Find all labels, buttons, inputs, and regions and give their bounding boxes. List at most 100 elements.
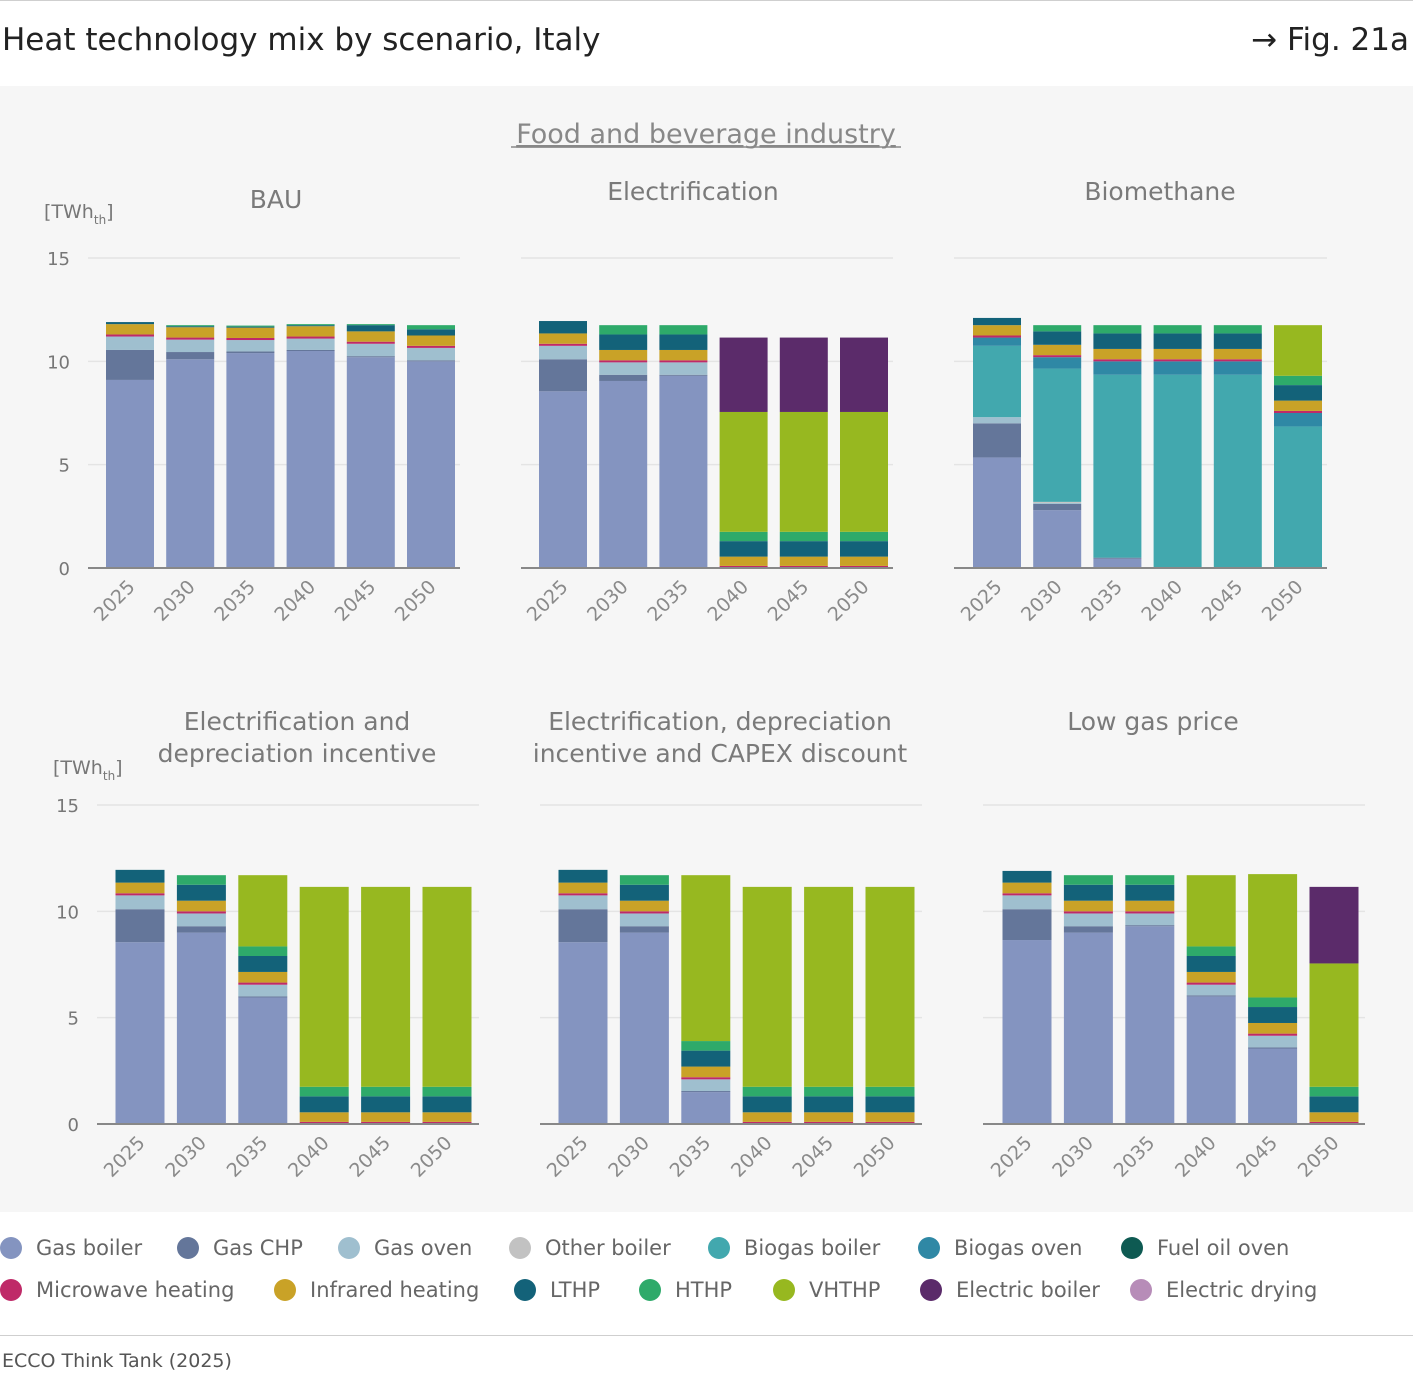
- bar-segment: [1033, 325, 1082, 332]
- bar-segment: [1248, 1035, 1298, 1048]
- bar-segment: [840, 541, 888, 557]
- bar-segment: [176, 900, 226, 912]
- x-tick-label: 2050: [850, 1132, 900, 1182]
- x-tick-label: 2045: [331, 576, 381, 626]
- bar-segment: [115, 893, 165, 896]
- chart-title: Electrification and: [184, 707, 411, 736]
- x-tick-label: 2025: [957, 576, 1007, 626]
- bar-segment: [115, 882, 165, 894]
- x-tick-label: 2045: [764, 576, 814, 626]
- legend-label: Biogas oven: [954, 1236, 1083, 1260]
- bar-segment: [681, 1050, 731, 1067]
- bar-segment: [779, 565, 828, 568]
- figure-link[interactable]: → Fig. 21a: [1251, 22, 1409, 58]
- bar-segment: [1274, 400, 1322, 411]
- bar-segment: [1033, 510, 1082, 568]
- bar-segment: [973, 337, 1021, 346]
- x-tick-label: 2050: [1258, 576, 1308, 626]
- bar-segment: [1153, 325, 1202, 334]
- bar-segment: [1248, 1007, 1298, 1023]
- x-tick-label: 2050: [824, 576, 874, 626]
- bar-segment: [779, 556, 828, 566]
- bar-segment: [115, 895, 165, 910]
- bar-segment: [659, 374, 708, 376]
- bar-segment: [619, 875, 669, 885]
- bar-segment: [840, 531, 888, 542]
- bar-segment: [346, 343, 395, 357]
- bar-segment: [719, 337, 768, 412]
- bar-segment: [973, 423, 1021, 458]
- top-rule: [0, 0, 1413, 1]
- bar-segment: [599, 334, 648, 350]
- bar-segment: [1033, 368, 1082, 502]
- bar-segment: [226, 326, 275, 328]
- legend-item: HTHP: [639, 1278, 732, 1302]
- bar-segment: [238, 946, 288, 956]
- chart-title: depreciation incentive: [158, 739, 437, 768]
- bar-segment: [865, 1096, 915, 1113]
- bar-segment: [1186, 971, 1236, 983]
- x-tick-label: 2040: [1171, 1132, 1221, 1182]
- bar-segment: [599, 360, 648, 363]
- bar-segment: [1093, 333, 1142, 349]
- bar-segment: [226, 325, 275, 327]
- bar-segment: [1093, 558, 1142, 568]
- bar-segment: [1309, 1121, 1359, 1124]
- bar-segment: [1002, 893, 1052, 896]
- legend-swatch: [177, 1237, 199, 1259]
- bar-segment: [1274, 410, 1322, 413]
- bar-segment: [226, 351, 275, 354]
- bar-segment: [226, 353, 275, 568]
- bar-segment: [1186, 955, 1236, 972]
- bar-segment: [742, 1096, 792, 1113]
- bar-segment: [238, 955, 288, 972]
- bar-segment: [166, 325, 215, 327]
- bar-segment: [840, 556, 888, 566]
- bar-segment: [599, 380, 648, 568]
- legend-item: Microwave heating: [0, 1278, 234, 1302]
- bar-segment: [1063, 926, 1113, 933]
- x-tick-label: 2030: [161, 1132, 211, 1182]
- bar-segment: [106, 324, 154, 335]
- bar-segment: [865, 1112, 915, 1122]
- bar-segment: [176, 913, 226, 927]
- bar-segment: [681, 1092, 731, 1124]
- legend-label: Other boiler: [545, 1236, 671, 1260]
- x-tick-label: 2045: [788, 1132, 838, 1182]
- bar-segment: [1248, 874, 1298, 998]
- bar-segment: [539, 333, 587, 344]
- legend-swatch: [708, 1237, 730, 1259]
- legend-item: VHTHP: [773, 1278, 880, 1302]
- legend: Gas boiler Gas CHP Gas oven Other boiler Bio…: [0, 1236, 1413, 1326]
- bar-segment: [1248, 1047, 1298, 1049]
- bar-segment: [422, 1112, 472, 1122]
- bar-segment: [1274, 413, 1322, 427]
- legend-swatch: [773, 1279, 795, 1301]
- x-tick-label: 2035: [223, 1132, 273, 1182]
- bar-segment: [619, 932, 669, 1124]
- legend-label: Fuel oil oven: [1157, 1236, 1290, 1260]
- bar-segment: [659, 334, 708, 350]
- legend-label: Microwave heating: [36, 1278, 235, 1302]
- bar-segment: [681, 1066, 731, 1078]
- bar-segment: [299, 1086, 349, 1097]
- x-tick-label: 2040: [727, 1132, 777, 1182]
- bar-segment: [779, 411, 828, 532]
- bar-segment: [1186, 984, 1236, 996]
- chart-panel: Food and beverage industry BAU [TWhth] 0 5 10…: [0, 86, 1413, 1212]
- bar-segment: [840, 411, 888, 532]
- bar-segment: [361, 1086, 411, 1097]
- legend-item: Other boiler: [509, 1236, 671, 1260]
- bar-segment: [599, 325, 648, 335]
- bar-segment: [176, 932, 226, 1124]
- bar-segment: [1063, 875, 1113, 885]
- bar-segment: [1093, 359, 1142, 362]
- bar-segment: [742, 1121, 792, 1124]
- y-tick-label: 10: [47, 352, 70, 373]
- x-tick-label: 2035: [1110, 1132, 1160, 1182]
- bar-segment: [719, 411, 768, 532]
- bar-segment: [346, 331, 395, 342]
- bar-segment: [1063, 913, 1113, 927]
- bar-segment: [166, 352, 215, 360]
- bar-segment: [1274, 325, 1322, 376]
